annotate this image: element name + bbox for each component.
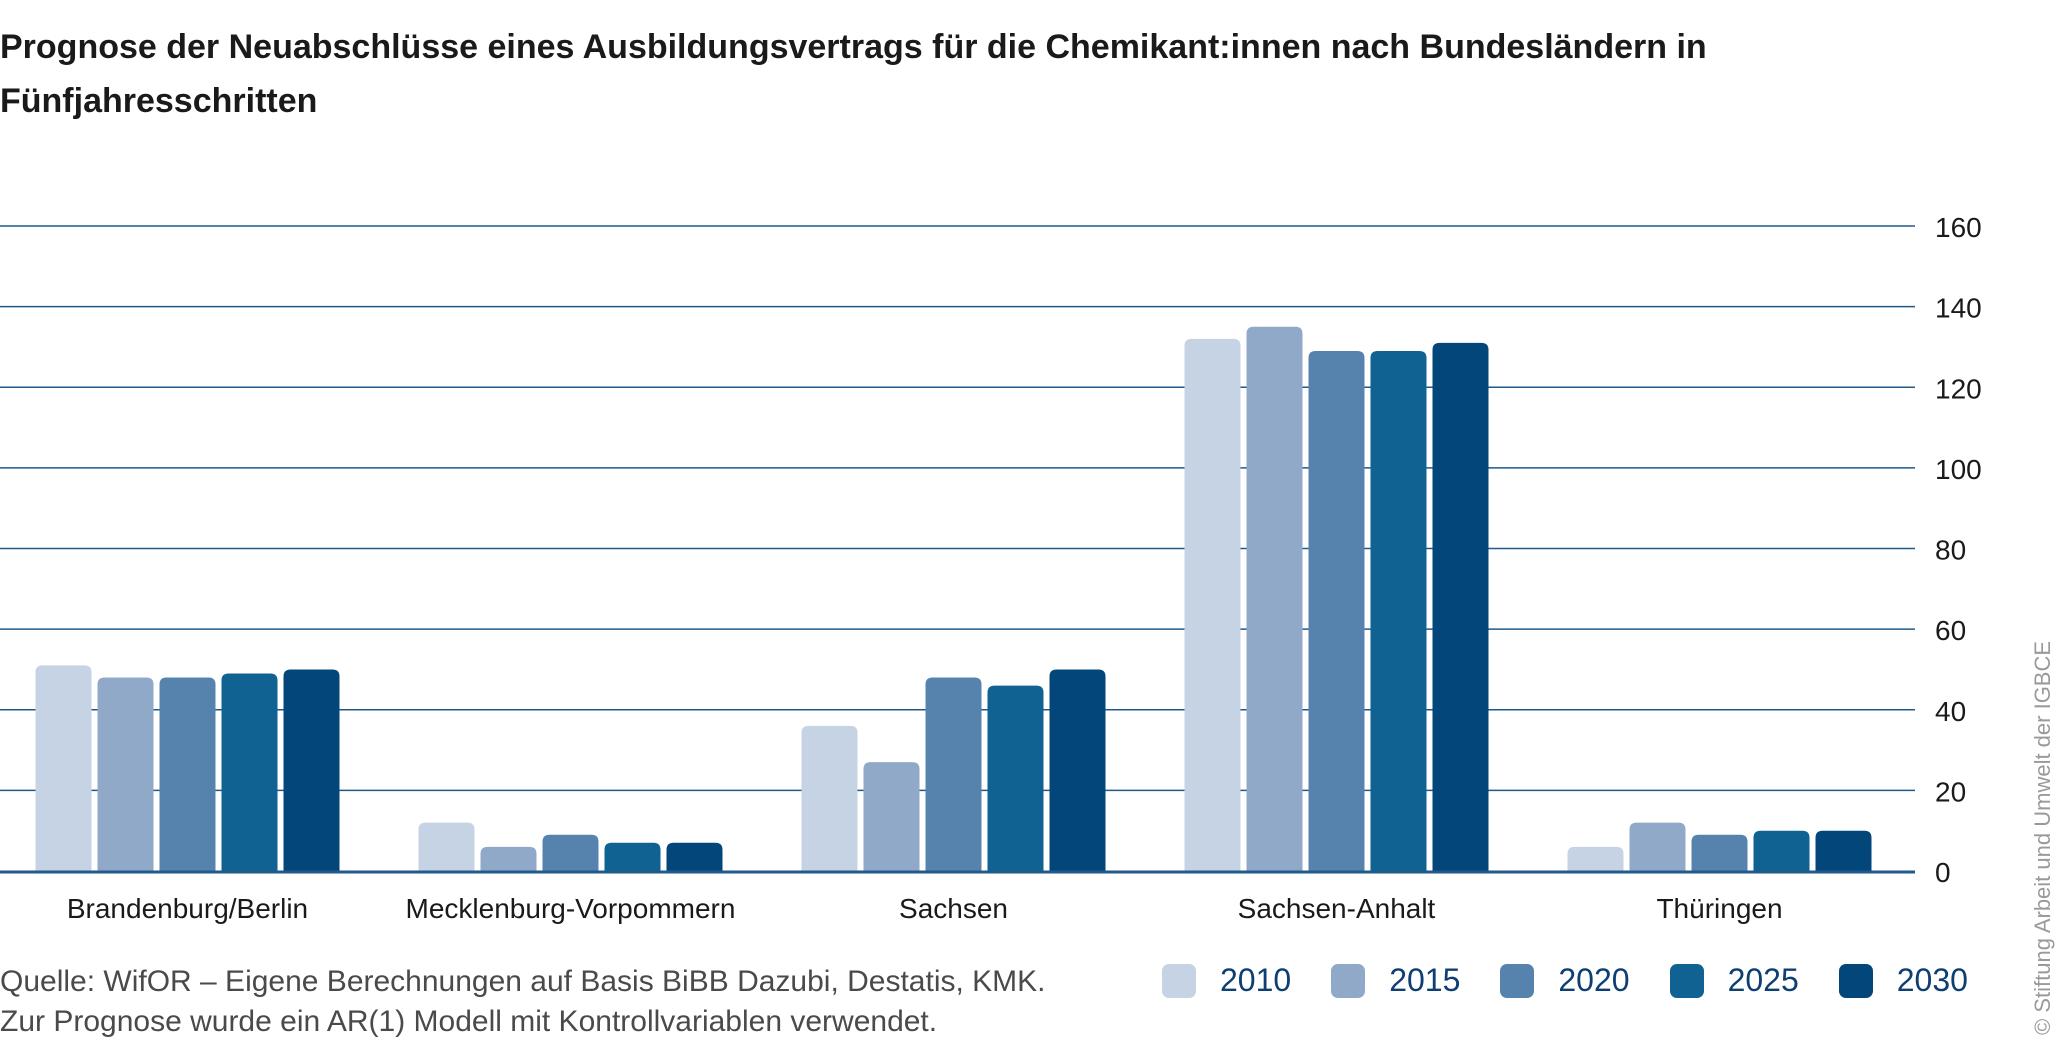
source-note: Quelle: WifOR – Eigene Berechnungen auf … [0, 962, 1046, 1042]
bar [604, 842, 661, 871]
y-tick-label: 40 [1935, 696, 1966, 727]
legend-label: 2020 [1558, 962, 1630, 998]
legend-item: 2030 [1838, 962, 1968, 999]
bars [35, 326, 1872, 871]
bar [1246, 326, 1303, 871]
y-axis-ticks: 0 20 40 60 80 100 120 140 160 [1935, 212, 1982, 888]
bar [1567, 846, 1624, 871]
bar [159, 677, 216, 871]
bar [801, 725, 858, 871]
bar [1370, 350, 1427, 871]
source-line-1: Quelle: WifOR – Eigene Berechnungen auf … [0, 965, 1046, 998]
x-tick-label: Sachsen-Anhalt [1238, 893, 1436, 924]
bar [1691, 834, 1748, 871]
legend-swatch [1331, 963, 1366, 998]
bar [1184, 338, 1241, 871]
legend-swatch [1162, 963, 1196, 998]
y-tick-label: 80 [1935, 535, 1966, 566]
legend-label: 2010 [1220, 962, 1292, 998]
x-tick-label: Thüringen [1656, 893, 1782, 924]
y-tick-label: 120 [1935, 373, 1982, 404]
legend-item: 2025 [1669, 962, 1799, 999]
legend-item: 2010 [1162, 962, 1291, 999]
legend-item: 2020 [1500, 962, 1630, 999]
source-line-2: Zur Prognose wurde ein AR(1) Modell mit … [0, 1005, 938, 1038]
x-axis-labels: Brandenburg/Berlin Mecklenburg-Vorpommern… [67, 893, 1783, 924]
bar [221, 673, 278, 871]
bar [480, 846, 537, 871]
bar [542, 834, 599, 871]
legend: 2010 2015 2020 2025 2030 [1162, 962, 2008, 999]
x-tick-label: Mecklenburg-Vorpommern [406, 893, 736, 924]
copyright-credit: © Stiftung Arbeit und Umwelt der IGBCE [2030, 640, 2055, 1035]
legend-label: 2025 [1727, 962, 1799, 998]
bar [666, 842, 723, 871]
bar [418, 822, 475, 871]
y-tick-label: 100 [1935, 454, 1982, 485]
y-tick-label: 160 [1935, 212, 1982, 243]
legend-label: 2030 [1896, 962, 1968, 998]
chart-title: Prognose der Neuabschlüsse eines Ausbild… [0, 28, 1707, 120]
bar [1308, 350, 1365, 871]
gridlines [0, 225, 1915, 792]
bar [925, 677, 982, 871]
y-tick-label: 140 [1935, 293, 1982, 324]
x-tick-label: Sachsen [899, 893, 1008, 924]
bar [283, 669, 340, 871]
bar [987, 685, 1044, 871]
y-tick-label: 60 [1935, 615, 1966, 646]
y-tick-label: 0 [1935, 857, 1951, 888]
bar [35, 665, 92, 871]
legend-swatch [1838, 963, 1873, 998]
bar [1049, 669, 1106, 871]
bar [863, 762, 920, 871]
y-tick-label: 20 [1935, 776, 1966, 807]
bar [1629, 822, 1686, 871]
bar [1815, 830, 1872, 871]
bar [1432, 342, 1489, 871]
legend-item: 2015 [1331, 962, 1460, 999]
bar [1753, 830, 1810, 871]
legend-label: 2015 [1389, 962, 1461, 998]
x-tick-label: Brandenburg/Berlin [67, 893, 308, 924]
bar-chart: 0 20 40 60 80 100 120 140 160 Brandenburg/Berlin… [0, 212, 1982, 924]
bar [97, 677, 154, 871]
legend-swatch [1500, 963, 1535, 998]
legend-swatch [1669, 963, 1704, 998]
